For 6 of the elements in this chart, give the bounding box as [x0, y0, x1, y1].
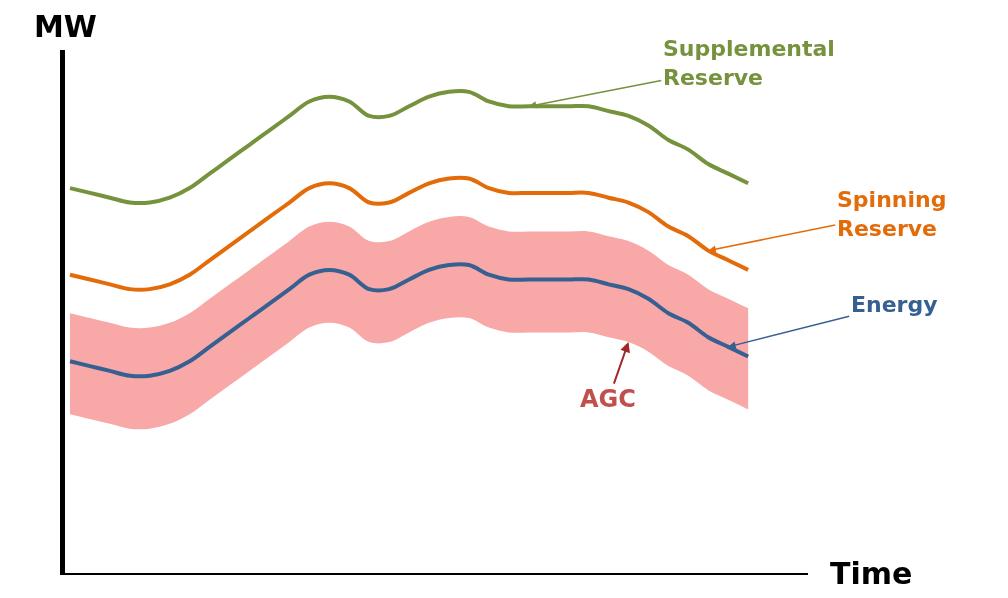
- text: Energy: [851, 292, 938, 317]
- annotation: AGC: [580, 385, 636, 413]
- text: Spinning Reserve: [837, 187, 947, 241]
- y-axis-title: MW: [34, 9, 97, 44]
- x-axis-title: Time: [830, 556, 913, 591]
- series-label: Supplemental Reserve: [663, 36, 835, 90]
